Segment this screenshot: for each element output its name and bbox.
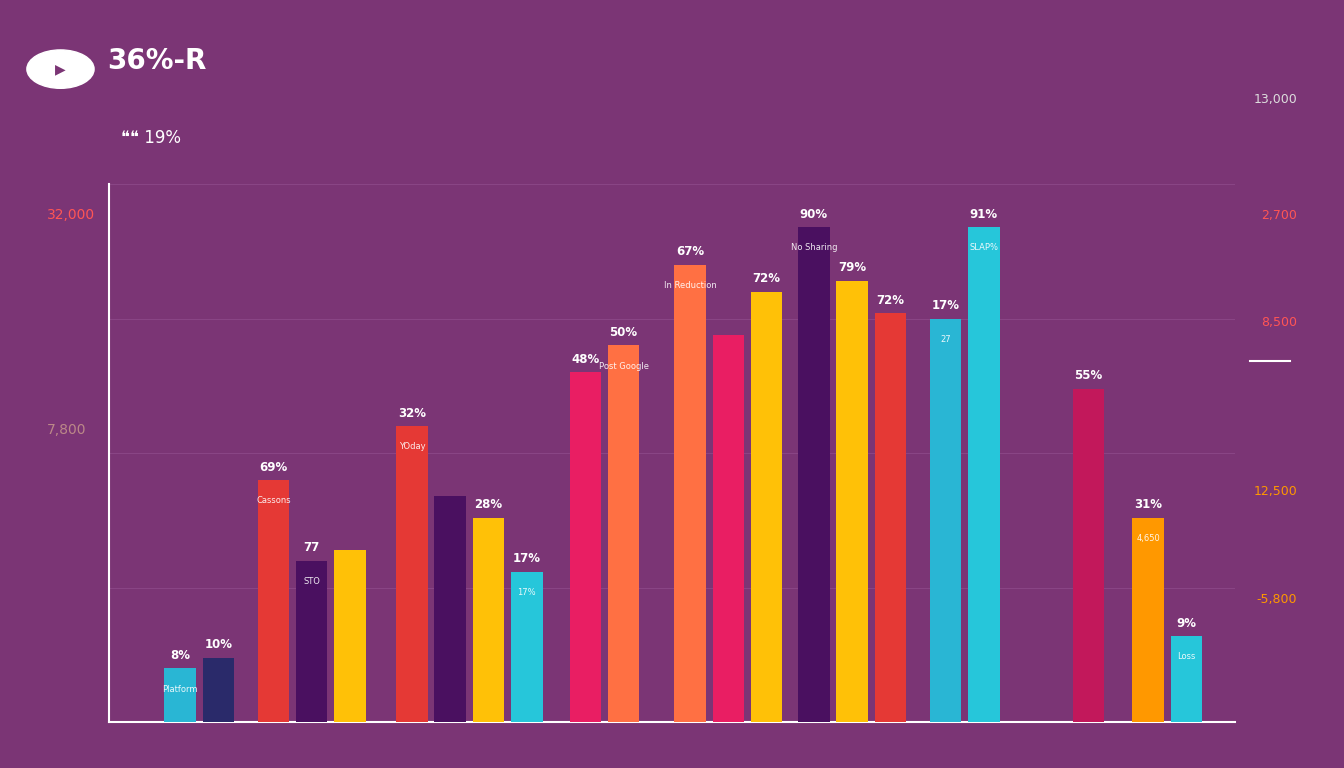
Text: 48%: 48% [571, 353, 599, 366]
Text: 79%: 79% [839, 261, 866, 274]
Text: 27: 27 [941, 335, 952, 344]
Text: 17%: 17% [513, 552, 540, 565]
Text: 4,650: 4,650 [1137, 534, 1160, 543]
Text: 72%: 72% [876, 293, 905, 306]
Text: 32,000: 32,000 [47, 208, 95, 222]
Text: 7,800: 7,800 [47, 423, 86, 437]
Text: 17%: 17% [931, 299, 960, 312]
Text: 32%: 32% [398, 407, 426, 420]
Text: 17%: 17% [517, 588, 536, 597]
Bar [1133, 518, 1164, 722]
Text: STO: STO [304, 577, 320, 586]
Bar [473, 518, 504, 722]
Bar [296, 561, 328, 722]
Text: 28%: 28% [474, 498, 503, 511]
Text: 9%: 9% [1176, 617, 1196, 630]
Text: 67%: 67% [676, 245, 704, 258]
Text: Cassons: Cassons [257, 496, 290, 505]
Bar [1171, 636, 1203, 722]
Bar [570, 372, 601, 722]
Text: No Sharing: No Sharing [790, 243, 837, 252]
Text: 90%: 90% [800, 207, 828, 220]
Bar [203, 657, 234, 722]
Bar [930, 319, 961, 722]
Bar [164, 668, 196, 722]
Text: SLAP%: SLAP% [969, 243, 999, 252]
Text: 8,500: 8,500 [1261, 316, 1297, 329]
Text: YOday: YOday [399, 442, 425, 452]
Text: 8%: 8% [169, 649, 190, 662]
Text: ▶: ▶ [55, 62, 66, 76]
Bar [434, 496, 466, 722]
Text: 2,700: 2,700 [1261, 209, 1297, 221]
Text: ❝❝ 19%: ❝❝ 19% [121, 129, 181, 147]
Bar [511, 571, 543, 722]
Bar [968, 227, 1000, 722]
Bar [875, 313, 906, 722]
Bar [798, 227, 829, 722]
Text: 12,500: 12,500 [1253, 485, 1297, 498]
Text: -5,800: -5,800 [1257, 593, 1297, 605]
Text: In Reduction: In Reduction [664, 281, 716, 290]
Bar [607, 346, 640, 722]
Text: 36%-R: 36%-R [108, 48, 207, 75]
Bar [675, 265, 706, 722]
Text: 13,000: 13,000 [1253, 94, 1297, 106]
Text: 91%: 91% [970, 207, 999, 220]
Bar [712, 335, 745, 722]
Text: 55%: 55% [1074, 369, 1102, 382]
Text: 69%: 69% [259, 461, 288, 474]
Bar [396, 426, 427, 722]
Bar [1073, 389, 1105, 722]
Bar [258, 480, 289, 722]
Bar [335, 550, 366, 722]
Text: Post Google: Post Google [598, 362, 649, 371]
Text: 77: 77 [304, 541, 320, 554]
Text: Loss: Loss [1177, 652, 1196, 661]
Text: 31%: 31% [1134, 498, 1163, 511]
Text: 72%: 72% [753, 272, 781, 285]
Bar [751, 292, 782, 722]
Bar [836, 281, 868, 722]
Text: 10%: 10% [204, 638, 233, 651]
Text: Platform: Platform [163, 684, 198, 694]
Text: 50%: 50% [610, 326, 637, 339]
